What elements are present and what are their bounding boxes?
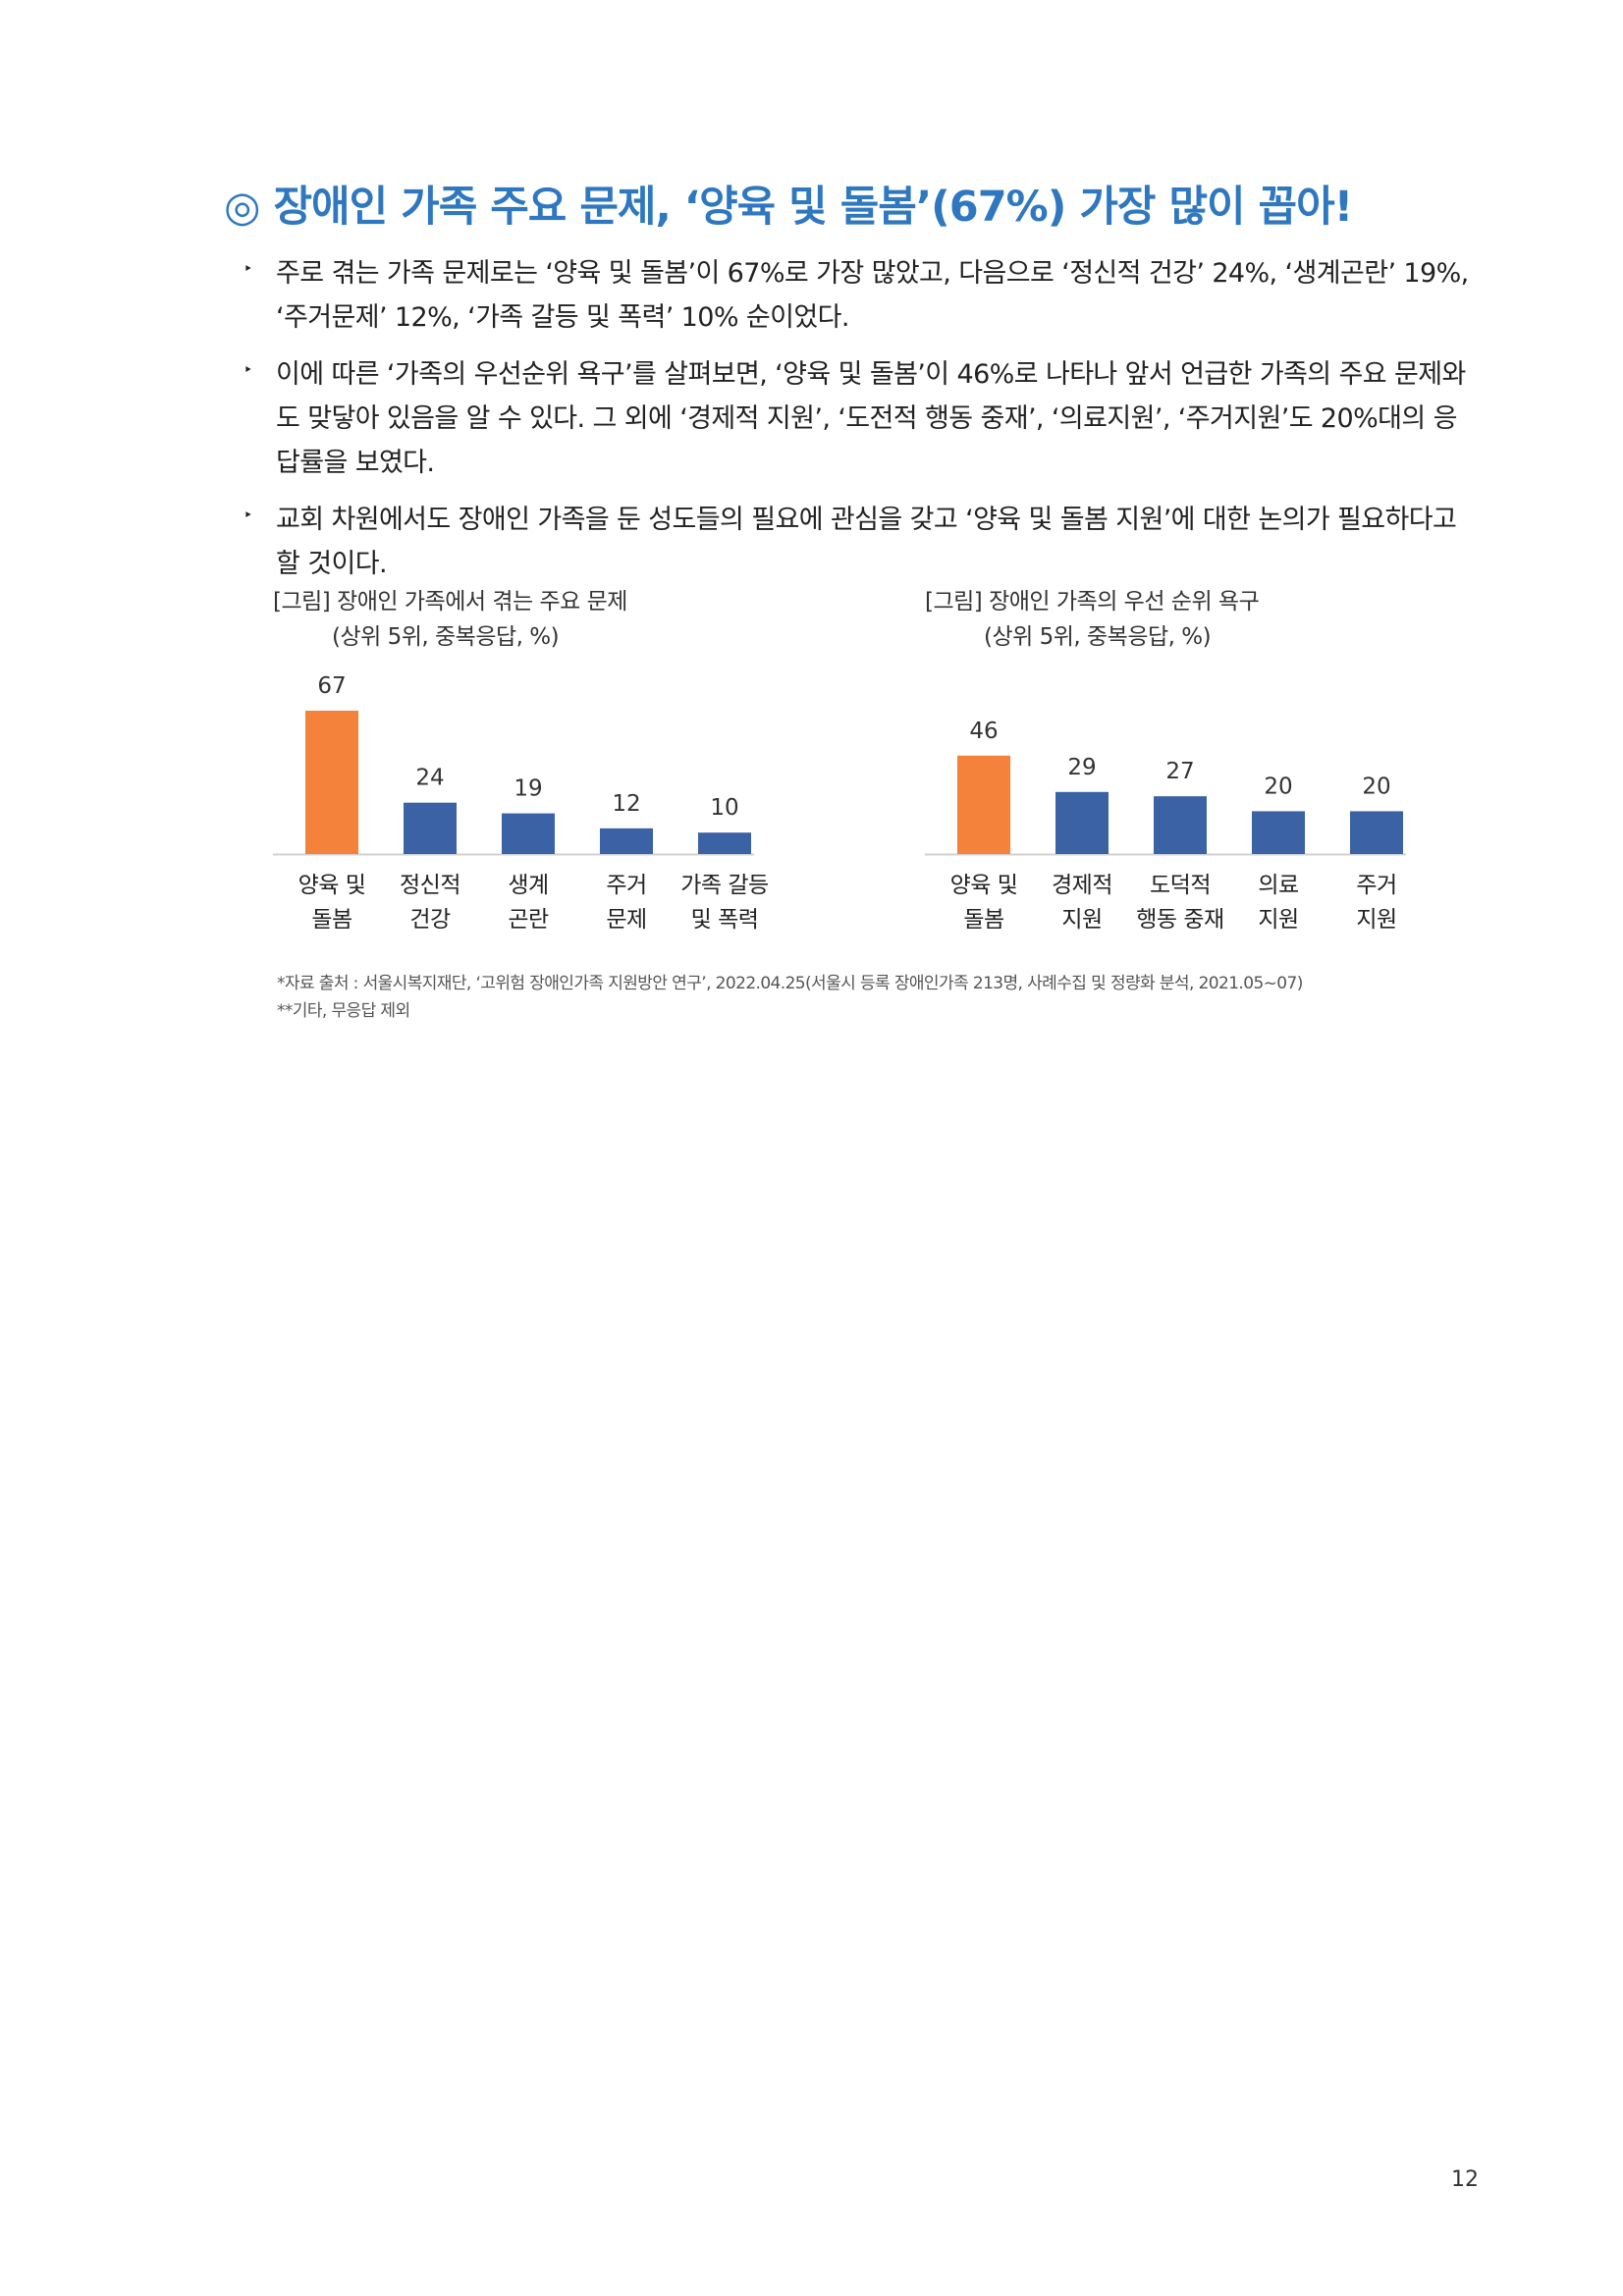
bullet-text: 교회 차원에서도 장애인 가족을 둔 성도들의 필요에 관심을 갖고 ‘양육 및…: [276, 505, 1457, 579]
category-label: 지원: [1258, 907, 1298, 933]
category-label: 돌봄: [963, 907, 1003, 933]
source-note-line: **기타, 무응답 제외: [277, 1001, 410, 1021]
bullet-list: ‣ 주로 겪는 가족 문제로는 ‘양육 및 돌봄’이 67%로 가장 많았고, …: [242, 251, 1481, 599]
bar: [305, 711, 358, 854]
category-label: 정신적: [400, 873, 460, 898]
source-note: *자료 출처 : 서울시복지재단, ‘고위험 장애인가족 지원방안 연구’, 2…: [277, 970, 1303, 1025]
category-label: 및 폭력: [691, 907, 759, 933]
category-label: 주거: [1356, 873, 1396, 898]
chart-title: [그림] 장애인 가족에서 겪는 주요 문제: [273, 589, 627, 614]
bar: [600, 828, 653, 854]
category-label: 양육 및: [950, 873, 1018, 898]
bar: [502, 813, 555, 854]
category-label: 곤란: [508, 907, 549, 933]
bullet-arrow-icon: ‣: [243, 259, 253, 278]
source-line: *자료 출처 : 서울시복지재단, ‘고위험 장애인가족 지원방안 연구’, 2…: [277, 974, 1303, 993]
data-label: 12: [612, 791, 640, 817]
data-label: 67: [317, 673, 346, 699]
category-label: 돌봄: [311, 907, 352, 933]
category-label: 가족 갈등: [680, 873, 768, 898]
data-label: 46: [969, 719, 998, 744]
category-label: 지원: [1356, 907, 1396, 933]
bar: [698, 832, 751, 854]
bar: [1055, 791, 1109, 854]
data-label: 20: [1264, 774, 1292, 799]
section-heading: ◎ 장애인 가족 주요 문제, ‘양육 및 돌봄’(67%) 가장 많이 꼽아!: [224, 183, 1353, 232]
category-label: 문제: [606, 907, 646, 933]
bar: [404, 802, 457, 854]
category-label: 지원: [1061, 907, 1102, 933]
chart-subtitle: (상위 5위, 중복응답, %): [984, 624, 1212, 650]
bullet-text: 이에 따른 ‘가족의 우선순위 욕구’를 살펴보면, ‘양육 및 돌봄’이 46…: [276, 359, 1466, 478]
data-label: 19: [514, 776, 542, 802]
category-label: 경제적: [1052, 873, 1112, 898]
category-label: 주거: [606, 873, 646, 898]
data-label: 24: [415, 766, 444, 791]
bar: [957, 755, 1010, 854]
chart-title: [그림] 장애인 가족의 우선 순위 욕구: [925, 589, 1260, 614]
bar: [1252, 811, 1305, 854]
family-needs-chart: [그림] 장애인 가족의 우선 순위 욕구 (상위 5위, 중복응답, %) 4…: [925, 582, 1416, 945]
category-label: 의료: [1258, 873, 1298, 898]
category-label: 도덕적: [1150, 873, 1211, 898]
bullet-item: ‣ 주로 겪는 가족 문제로는 ‘양육 및 돌봄’이 67%로 가장 많았고, …: [242, 251, 1481, 340]
bullet-arrow-icon: ‣: [243, 360, 253, 379]
page-number: 12: [1451, 2167, 1479, 2192]
bar: [1350, 811, 1403, 854]
data-label: 29: [1067, 755, 1096, 780]
bar: [1154, 796, 1207, 854]
category-label: 생계: [508, 873, 548, 898]
category-label: 양육 및: [298, 873, 366, 898]
chart-subtitle: (상위 5위, 중복응답, %): [332, 624, 560, 650]
family-problems-chart: [그림] 장애인 가족에서 겪는 주요 문제 (상위 5위, 중복응답, %) …: [273, 582, 769, 945]
bullet-item: ‣ 교회 차원에서도 장애인 가족을 둔 성도들의 필요에 관심을 갖고 ‘양육…: [242, 498, 1481, 586]
data-label: 20: [1362, 774, 1390, 799]
category-label: 건강: [409, 907, 451, 933]
bullet-arrow-icon: ‣: [243, 506, 253, 524]
bullet-item: ‣ 이에 따른 ‘가족의 우선순위 욕구’를 살펴보면, ‘양육 및 돌봄’이 …: [242, 352, 1481, 485]
category-label: 행동 중재: [1136, 907, 1223, 933]
bullet-text: 주로 겪는 가족 문제로는 ‘양육 및 돌봄’이 67%로 가장 많았고, 다음…: [276, 258, 1469, 333]
data-label: 27: [1165, 759, 1194, 784]
data-label: 10: [710, 795, 738, 821]
